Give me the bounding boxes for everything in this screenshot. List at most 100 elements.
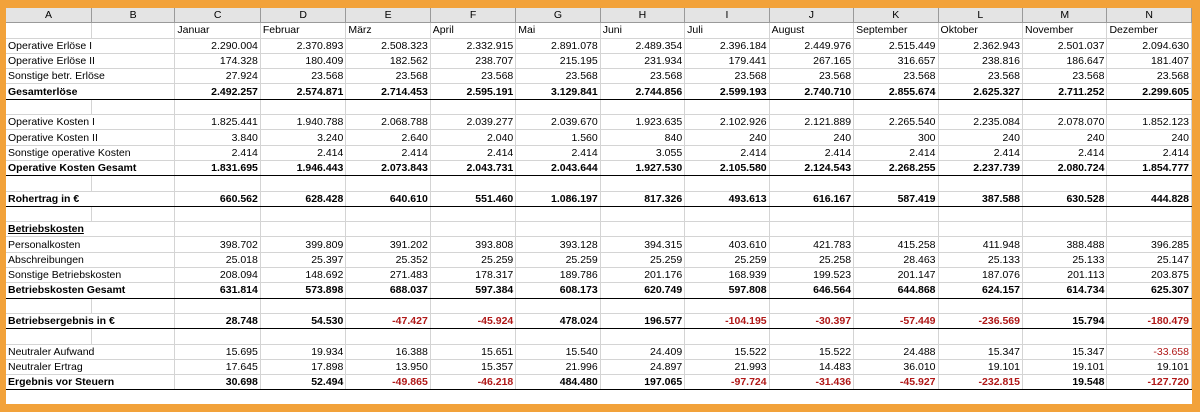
- cell-empty[interactable]: [174, 175, 261, 192]
- value-cell[interactable]: 388.488: [1022, 236, 1108, 253]
- cell-empty[interactable]: [260, 298, 347, 314]
- month-header-cell[interactable]: Februar: [260, 22, 347, 39]
- cell-empty[interactable]: [345, 328, 431, 345]
- cell-empty[interactable]: [345, 298, 431, 314]
- value-cell[interactable]: -30.397: [769, 313, 855, 330]
- value-cell[interactable]: 624.157: [938, 282, 1023, 299]
- value-cell[interactable]: 2.268.255: [853, 160, 939, 177]
- row-label[interactable]: Betriebskosten Gesamt: [6, 282, 176, 299]
- value-cell[interactable]: 15.522: [684, 344, 770, 360]
- value-cell[interactable]: 2.414: [430, 145, 517, 161]
- value-cell[interactable]: 2.640: [345, 129, 431, 146]
- value-cell[interactable]: 2.362.943: [938, 38, 1023, 54]
- value-cell[interactable]: -180.479: [1106, 313, 1192, 330]
- value-cell[interactable]: [260, 221, 347, 238]
- value-cell[interactable]: [938, 221, 1023, 238]
- cell-empty[interactable]: [430, 206, 517, 223]
- cell-empty[interactable]: [938, 99, 1023, 116]
- value-cell[interactable]: 628.428: [260, 191, 347, 207]
- value-cell[interactable]: -104.195: [684, 313, 770, 330]
- value-cell[interactable]: 415.258: [853, 236, 939, 253]
- column-header-c[interactable]: C: [174, 8, 261, 24]
- value-cell[interactable]: 19.548: [1022, 374, 1108, 391]
- value-cell[interactable]: 23.568: [1106, 68, 1192, 85]
- row-label[interactable]: Personalkosten: [6, 236, 176, 253]
- row-label[interactable]: Neutraler Aufwand: [6, 344, 176, 360]
- value-cell[interactable]: 2.595.191: [430, 83, 517, 100]
- value-cell[interactable]: 551.460: [430, 191, 517, 207]
- cell-empty[interactable]: [515, 328, 601, 345]
- value-cell[interactable]: 387.588: [938, 191, 1023, 207]
- value-cell[interactable]: 398.702: [174, 236, 261, 253]
- month-header-cell[interactable]: November: [1022, 22, 1108, 39]
- value-cell[interactable]: 597.808: [684, 282, 770, 299]
- value-cell[interactable]: 493.613: [684, 191, 770, 207]
- value-cell[interactable]: 2.599.193: [684, 83, 770, 100]
- value-cell[interactable]: 189.786: [515, 267, 601, 284]
- cell-empty[interactable]: [853, 206, 939, 223]
- value-cell[interactable]: [769, 221, 855, 238]
- value-cell[interactable]: 199.523: [769, 267, 855, 284]
- cell-empty[interactable]: [91, 328, 176, 345]
- value-cell[interactable]: 27.924: [174, 68, 261, 85]
- column-header-b[interactable]: B: [91, 8, 176, 24]
- value-cell[interactable]: 238.707: [430, 53, 517, 70]
- value-cell[interactable]: -46.218: [430, 374, 517, 391]
- value-cell[interactable]: 396.285: [1106, 236, 1192, 253]
- value-cell[interactable]: 2.414: [515, 145, 601, 161]
- cell-empty[interactable]: [1022, 298, 1108, 314]
- value-cell[interactable]: 2.492.257: [174, 83, 261, 100]
- value-cell[interactable]: 2.039.277: [430, 114, 517, 131]
- value-cell[interactable]: 1.560: [515, 129, 601, 146]
- value-cell[interactable]: 23.568: [600, 68, 686, 85]
- value-cell[interactable]: -127.720: [1106, 374, 1192, 391]
- value-cell[interactable]: [174, 221, 261, 238]
- value-cell[interactable]: 640.610: [345, 191, 431, 207]
- value-cell[interactable]: 2.299.605: [1106, 83, 1192, 100]
- cell-empty[interactable]: [938, 298, 1023, 314]
- cell-empty[interactable]: [515, 175, 601, 192]
- row-label[interactable]: Ergebnis vor Steuern: [6, 374, 176, 391]
- value-cell[interactable]: 2.094.630: [1106, 38, 1192, 54]
- cell-empty[interactable]: [6, 175, 92, 192]
- value-cell[interactable]: 616.167: [769, 191, 855, 207]
- value-cell[interactable]: -57.449: [853, 313, 939, 330]
- value-cell[interactable]: 23.568: [260, 68, 347, 85]
- value-cell[interactable]: 2.370.893: [260, 38, 347, 54]
- value-cell[interactable]: 25.259: [515, 252, 601, 269]
- value-cell[interactable]: -232.815: [938, 374, 1023, 391]
- cell-empty[interactable]: [91, 206, 176, 223]
- cell-empty[interactable]: [600, 206, 686, 223]
- value-cell[interactable]: 394.315: [600, 236, 686, 253]
- cell-empty[interactable]: [91, 22, 176, 39]
- cell-empty[interactable]: [1022, 206, 1108, 223]
- value-cell[interactable]: 484.480: [515, 374, 601, 391]
- value-cell[interactable]: 1.946.443: [260, 160, 347, 177]
- month-header-cell[interactable]: August: [769, 22, 855, 39]
- value-cell[interactable]: 2.043.644: [515, 160, 601, 177]
- value-cell[interactable]: 25.133: [938, 252, 1023, 269]
- column-header-e[interactable]: E: [345, 8, 431, 24]
- value-cell[interactable]: 19.934: [260, 344, 347, 360]
- value-cell[interactable]: 597.384: [430, 282, 517, 299]
- value-cell[interactable]: 2.265.540: [853, 114, 939, 131]
- row-label[interactable]: Rohertrag in €: [6, 191, 176, 207]
- value-cell[interactable]: 15.347: [1022, 344, 1108, 360]
- cell-empty[interactable]: [769, 99, 855, 116]
- cell-empty[interactable]: [684, 99, 770, 116]
- value-cell[interactable]: 24.488: [853, 344, 939, 360]
- value-cell[interactable]: 23.568: [938, 68, 1023, 85]
- cell-empty[interactable]: [600, 175, 686, 192]
- cell-empty[interactable]: [853, 328, 939, 345]
- month-header-cell[interactable]: Mai: [515, 22, 601, 39]
- value-cell[interactable]: 2.740.710: [769, 83, 855, 100]
- cell-empty[interactable]: [345, 175, 431, 192]
- cell-empty[interactable]: [769, 328, 855, 345]
- value-cell[interactable]: 24.897: [600, 359, 686, 376]
- value-cell[interactable]: 840: [600, 129, 686, 146]
- value-cell[interactable]: [345, 221, 431, 238]
- cell-empty[interactable]: [938, 328, 1023, 345]
- value-cell[interactable]: 21.996: [515, 359, 601, 376]
- value-cell[interactable]: 182.562: [345, 53, 431, 70]
- value-cell[interactable]: 30.698: [174, 374, 261, 391]
